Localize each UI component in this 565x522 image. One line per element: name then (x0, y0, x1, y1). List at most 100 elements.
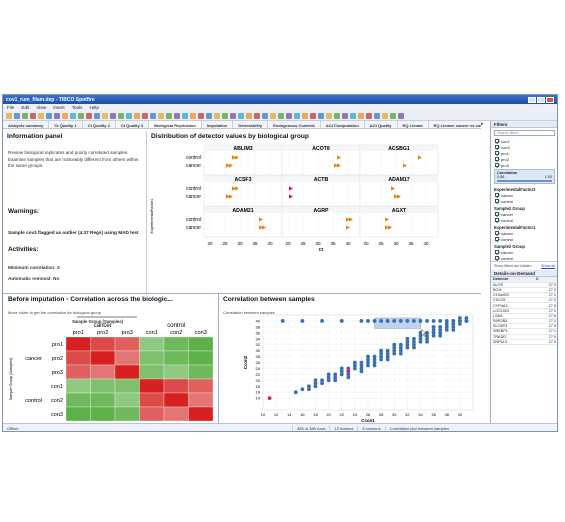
heatmap-cell[interactable] (65, 406, 91, 421)
scatter-point[interactable] (412, 319, 416, 323)
heatmap-cell[interactable] (163, 350, 189, 366)
toolbar-button-icon[interactable] (302, 112, 308, 119)
heatmap-cell[interactable] (65, 378, 91, 394)
scatter-point[interactable] (379, 348, 384, 353)
heatmap-cell[interactable] (114, 378, 140, 394)
selection-rectangle[interactable] (374, 317, 421, 329)
toolbar-button-icon[interactable] (254, 112, 260, 119)
toolbar-button-icon[interactable] (62, 112, 68, 119)
heatmap-cell[interactable] (163, 392, 189, 408)
heatmap-cell[interactable] (65, 336, 91, 352)
heatmap-cell[interactable] (163, 336, 189, 352)
scatter-point[interactable] (425, 336, 429, 341)
toolbar-button-icon[interactable] (222, 112, 228, 119)
page-tab[interactable]: Analysis summary (3, 121, 50, 128)
toolbar-button-icon[interactable] (206, 112, 212, 119)
data-point-marker[interactable] (232, 155, 236, 160)
table-row[interactable]: SLC6P3 27.5 (491, 323, 557, 330)
checkbox[interactable] (495, 193, 499, 197)
scatter-point[interactable] (326, 375, 331, 380)
toolbar-button-icon[interactable] (86, 112, 92, 119)
heatmap-cell[interactable] (163, 378, 189, 394)
toolbar-button-icon[interactable] (398, 112, 404, 119)
filter-checkbox-row[interactable]: control (491, 217, 557, 223)
scatter-point[interactable] (431, 330, 436, 335)
scatter-point[interactable] (438, 324, 443, 329)
toolbar-button-icon[interactable] (262, 112, 268, 119)
scatter-point[interactable] (392, 342, 397, 347)
scatter-point[interactable] (398, 348, 403, 353)
toolbar-button-icon[interactable] (342, 112, 348, 119)
scatter-point[interactable] (346, 372, 351, 377)
filter-checkbox-row[interactable]: pro3 (491, 162, 557, 168)
correlation-range-slider[interactable] (497, 180, 552, 182)
filter-group-title[interactable]: Sample2 Group (494, 206, 525, 211)
group-selector[interactable]: Sample Group (Samples) (72, 319, 124, 324)
data-point-marker[interactable] (232, 186, 236, 191)
scatter-point[interactable] (300, 319, 305, 323)
value-column-header[interactable]: C (533, 277, 557, 283)
scatter-point[interactable] (372, 357, 377, 362)
correlation-slider[interactable] (77, 316, 137, 318)
table-row[interactable]: LSM1 27.6 (491, 313, 557, 320)
heatmap-cell[interactable] (139, 406, 165, 421)
scatter-point[interactable] (457, 322, 462, 326)
heatmap-cell[interactable] (114, 392, 140, 408)
menu-edit[interactable]: Edit (21, 105, 30, 110)
checkbox[interactable] (495, 151, 499, 155)
toolbar-button-icon[interactable] (134, 112, 140, 119)
data-point-marker[interactable] (229, 194, 233, 199)
scatter-point[interactable] (313, 378, 318, 383)
menu-view[interactable]: View (36, 105, 47, 110)
checkbox[interactable] (495, 231, 499, 235)
heatmap-cell[interactable] (139, 336, 165, 352)
scatter-point[interactable] (333, 378, 338, 383)
heatmap-cell[interactable] (139, 350, 165, 366)
correlation-filter[interactable]: Correlation 0.58 1.00 (494, 169, 555, 184)
scatter-point[interactable] (425, 319, 429, 323)
scatter-point[interactable] (412, 336, 416, 341)
checkbox[interactable] (495, 139, 499, 143)
toolbar-button-icon[interactable] (54, 112, 60, 119)
page-tab[interactable]: Imputation (202, 121, 234, 128)
page-tab[interactable]: Endogenous Controls (268, 121, 321, 128)
scatter-point[interactable] (457, 319, 462, 323)
heatmap-cell[interactable] (90, 406, 116, 421)
scatter-point[interactable] (372, 363, 377, 368)
distribution-chart[interactable]: ExperimentalFactor1 control cancer control c… (148, 131, 478, 291)
data-point-marker[interactable] (229, 163, 233, 168)
heatmap-cell[interactable] (188, 364, 214, 380)
filter-checkbox-row[interactable]: control (491, 236, 557, 242)
scatter-point[interactable] (438, 327, 443, 332)
scatter-point[interactable] (359, 363, 364, 368)
scatter-point[interactable] (451, 324, 456, 329)
heatmap-cell[interactable] (188, 336, 214, 352)
scatter-point[interactable] (366, 319, 370, 323)
filter-group-title[interactable]: ExperimentalFactor1 (494, 225, 536, 230)
scatter-point[interactable] (333, 375, 338, 380)
scatter-point[interactable] (392, 319, 397, 323)
scatter-point[interactable] (346, 369, 351, 374)
scatter-point[interactable] (326, 372, 331, 377)
scatter-point[interactable] (444, 319, 449, 323)
scatter-point[interactable] (320, 381, 324, 386)
scatter-point[interactable] (425, 333, 429, 338)
data-point-marker[interactable] (259, 217, 263, 222)
scatter-point[interactable] (431, 319, 436, 323)
heatmap-cell[interactable] (90, 350, 116, 366)
toolbar-button-icon[interactable] (158, 112, 164, 119)
scatter-point[interactable] (307, 384, 311, 389)
scatter-point[interactable] (326, 378, 331, 383)
table-row[interactable]: ALO9 27.5 (491, 282, 557, 288)
show-all-link[interactable]: Show all (541, 264, 555, 268)
data-point-marker[interactable] (385, 225, 389, 230)
heatmap-cell[interactable] (139, 392, 165, 408)
data-point-marker[interactable] (337, 163, 341, 168)
table-row[interactable]: ZNF613 27.0 (491, 339, 557, 345)
heatmap-cell[interactable] (139, 378, 165, 394)
data-point-marker[interactable] (289, 186, 293, 191)
scatter-point[interactable] (412, 339, 416, 344)
table-row[interactable]: TRADD 27.9 (491, 334, 557, 340)
page-tab[interactable]: Ct Quality 3 (116, 121, 150, 128)
checkbox[interactable] (495, 256, 499, 260)
